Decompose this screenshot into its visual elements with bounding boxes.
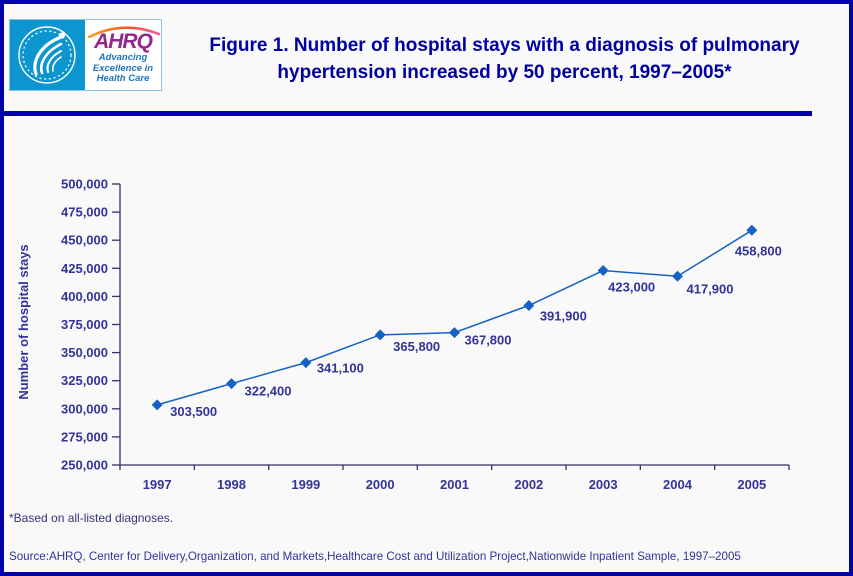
ahrq-tagline: Advancing Excellence in Health Care xyxy=(92,52,154,85)
x-axis-category-label: 2000 xyxy=(366,477,395,492)
y-axis-tick-label: 275,000 xyxy=(61,429,108,444)
x-axis-category-label: 2001 xyxy=(440,477,469,492)
ahrq-hhs-logo: AHRQ Advancing Excellence in Health Care xyxy=(9,19,162,91)
y-axis-tick-label: 400,000 xyxy=(61,289,108,304)
x-axis-category-label: 2003 xyxy=(589,477,618,492)
data-point-label: 341,100 xyxy=(317,361,364,376)
data-point-label: 322,400 xyxy=(245,384,292,399)
y-axis-tick-label: 450,000 xyxy=(61,233,108,248)
hhs-seal xyxy=(10,20,85,90)
y-axis-tick-label: 425,000 xyxy=(61,261,108,276)
x-axis-category-label: 1998 xyxy=(217,477,246,492)
y-axis-tick-label: 500,000 xyxy=(61,177,108,192)
ahrq-swoosh-icon xyxy=(87,26,161,38)
y-axis-tick-label: 250,000 xyxy=(61,458,108,473)
data-point-label: 303,500 xyxy=(170,404,217,419)
data-point-marker xyxy=(449,327,460,339)
data-point-marker xyxy=(597,265,609,277)
y-axis-tick-label: 350,000 xyxy=(61,345,108,360)
figure-title-line2: hypertension increased by 50 percent, 19… xyxy=(277,62,732,83)
data-point-marker xyxy=(746,224,758,236)
data-point-marker xyxy=(374,329,386,341)
header-divider xyxy=(4,111,812,116)
ahrq-wordmark: AHRQ Advancing Excellence in Health Care xyxy=(85,20,161,90)
y-axis-title: Number of hospital stays xyxy=(16,244,31,399)
source-text: Source:AHRQ, Center for Delivery,Organiz… xyxy=(9,550,741,563)
x-axis-category-label: 1999 xyxy=(291,477,320,492)
data-point-marker xyxy=(300,357,312,369)
hhs-eagle-icon xyxy=(18,26,76,84)
data-point-label: 367,800 xyxy=(465,333,512,348)
data-point-marker xyxy=(226,378,237,390)
figure-title-line1: Figure 1. Number of hospital stays with … xyxy=(209,35,800,56)
y-axis-tick-label: 475,000 xyxy=(61,205,108,220)
data-point-label: 423,000 xyxy=(608,280,655,295)
y-axis-tick-label: 325,000 xyxy=(61,373,108,388)
tagline-line-3: Health Care xyxy=(96,73,150,84)
data-point-marker xyxy=(672,270,683,282)
series-line xyxy=(156,229,753,406)
x-axis-category-label: 2002 xyxy=(514,477,543,492)
footnote-text: *Based on all-listed diagnoses. xyxy=(9,511,174,525)
y-axis-tick-label: 375,000 xyxy=(61,317,108,332)
tagline-line-2: Excellence in xyxy=(92,62,154,74)
tagline-line-1: Advancing xyxy=(98,52,148,63)
data-point-label: 458,800 xyxy=(735,243,782,258)
data-point-label: 417,900 xyxy=(687,281,734,296)
data-point-marker xyxy=(151,399,163,411)
data-point-label: 365,800 xyxy=(393,339,440,354)
x-axis-category-label: 2005 xyxy=(737,477,766,492)
figure-title: Figure 1. Number of hospital stays with … xyxy=(166,32,843,86)
data-point-label: 391,900 xyxy=(540,309,587,324)
data-point-marker xyxy=(523,300,535,312)
ahrq-acronym: AHRQ xyxy=(94,30,153,53)
x-axis-category-label: 2004 xyxy=(663,477,693,492)
x-axis-category-label: 1997 xyxy=(143,477,172,492)
y-axis-tick-label: 300,000 xyxy=(61,401,108,416)
